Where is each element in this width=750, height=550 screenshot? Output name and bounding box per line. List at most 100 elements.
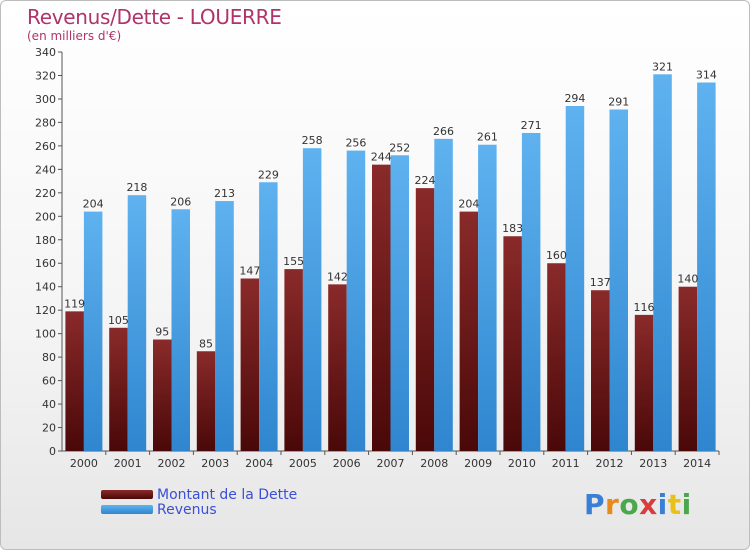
y-tick-label: 340 [35,46,56,59]
dette-bar [503,236,522,451]
x-tick-label: 2008 [420,457,448,470]
logo-letter: o [619,488,640,521]
dette-bar [65,311,84,451]
dette-bar [372,164,391,452]
revenus-bar [302,148,322,451]
y-tick-label: 140 [35,281,56,294]
revenus-bar [521,132,541,452]
revenus-value-label: 204 [83,198,104,211]
dette-value-label: 183 [502,222,523,235]
data-labels: 119 204 105 218 95 206 85 213 147 229 155 258 142 256… [64,60,717,350]
revenus-bar [215,201,234,451]
revenus-value-label: 229 [258,168,279,181]
logo-letter: r [605,488,620,521]
dette-bar [678,286,698,451]
revenus-bar [259,182,278,451]
dette-value-label: 142 [327,270,348,283]
axes: 0 20 40 60 80 100 120 140 160 180 200 220 240 260 280 3… [35,46,720,470]
revenus-value-label: 218 [126,181,147,194]
chart-title: Revenus/Dette - LOUERRE [27,5,282,29]
dette-bar [109,327,128,451]
dette-bar [591,290,610,451]
revenus-value-label: 291 [608,96,629,109]
revenus-bar [171,209,190,451]
x-tick-label: 2009 [464,457,492,470]
revenus-value-label: 266 [433,125,454,138]
dette-value-label: 224 [415,174,436,187]
x-tick-label: 2007 [377,457,405,470]
legend-swatch-revenus [101,505,153,514]
x-tick-label: 2000 [70,457,98,470]
revenus-bar [346,150,366,451]
dette-value-label: 204 [458,198,479,211]
x-tick-label: 2010 [508,457,536,470]
y-tick-label: 180 [35,234,56,247]
dette-value-label: 160 [546,249,567,262]
dette-bar [240,278,260,451]
proxiti-logo: Proxiti [584,488,692,521]
dette-bar [196,351,216,451]
x-tick-label: 2003 [201,457,229,470]
revenus-bar [434,138,453,451]
revenus-bar [390,155,409,452]
logo-letter: i [657,488,668,521]
y-tick-label: 20 [42,422,56,435]
revenus-value-label: 314 [696,69,717,82]
x-tick-label: 2014 [683,457,711,470]
y-tick-label: 240 [35,163,56,176]
y-tick-label: 220 [35,187,56,200]
y-tick-label: 120 [35,304,56,317]
chart-subtitle: (en milliers d'€) [27,29,122,43]
y-tick-label: 0 [49,445,56,458]
dette-value-label: 140 [677,273,698,286]
revenus-value-label: 294 [564,92,585,105]
legend-label-revenus: Revenus [157,502,217,518]
logo-letter: x [639,488,658,521]
y-tick-label: 320 [35,69,56,82]
dette-value-label: 105 [108,314,129,327]
revenus-value-label: 261 [477,131,498,144]
dette-bar [547,263,566,451]
dette-bar [459,211,479,451]
y-tick-label: 200 [35,210,56,223]
dette-value-label: 85 [199,337,213,350]
y-tick-label: 40 [42,398,56,411]
revenus-bar [478,144,497,452]
revenus-value-label: 271 [521,119,542,132]
dette-value-label: 119 [64,297,85,310]
x-tick-label: 2012 [596,457,624,470]
revenus-value-label: 256 [345,137,366,150]
dette-value-label: 147 [239,264,260,277]
revenus-bar [609,109,628,452]
bars [65,74,716,452]
revenus-value-label: 252 [389,141,410,154]
x-tick-label: 2001 [114,457,142,470]
revenus-bar [653,74,672,451]
x-tick-label: 2002 [158,457,186,470]
x-tick-label: 2006 [333,457,361,470]
x-tick-label: 2004 [245,457,273,470]
dette-value-label: 95 [155,326,169,339]
dette-bar [415,188,435,452]
y-tick-label: 60 [42,375,56,388]
y-tick-label: 280 [35,116,56,129]
y-tick-label: 160 [35,257,56,270]
revenus-bar [83,211,103,451]
revenus-bar [565,105,585,451]
logo-letter: t [667,488,682,521]
revenus-value-label: 258 [302,134,323,147]
dette-value-label: 155 [283,255,304,268]
revenus-value-label: 213 [214,187,235,200]
dette-value-label: 137 [590,276,611,289]
dette-bar [634,314,654,451]
y-tick-label: 260 [35,140,56,153]
revenus-bar [127,195,147,451]
revenus-value-label: 321 [652,60,673,73]
y-tick-label: 80 [42,351,56,364]
legend-swatch-dette [101,490,153,499]
dette-value-label: 244 [371,151,392,164]
legend-label-dette: Montant de la Dette [157,487,298,503]
x-tick-label: 2013 [639,457,667,470]
